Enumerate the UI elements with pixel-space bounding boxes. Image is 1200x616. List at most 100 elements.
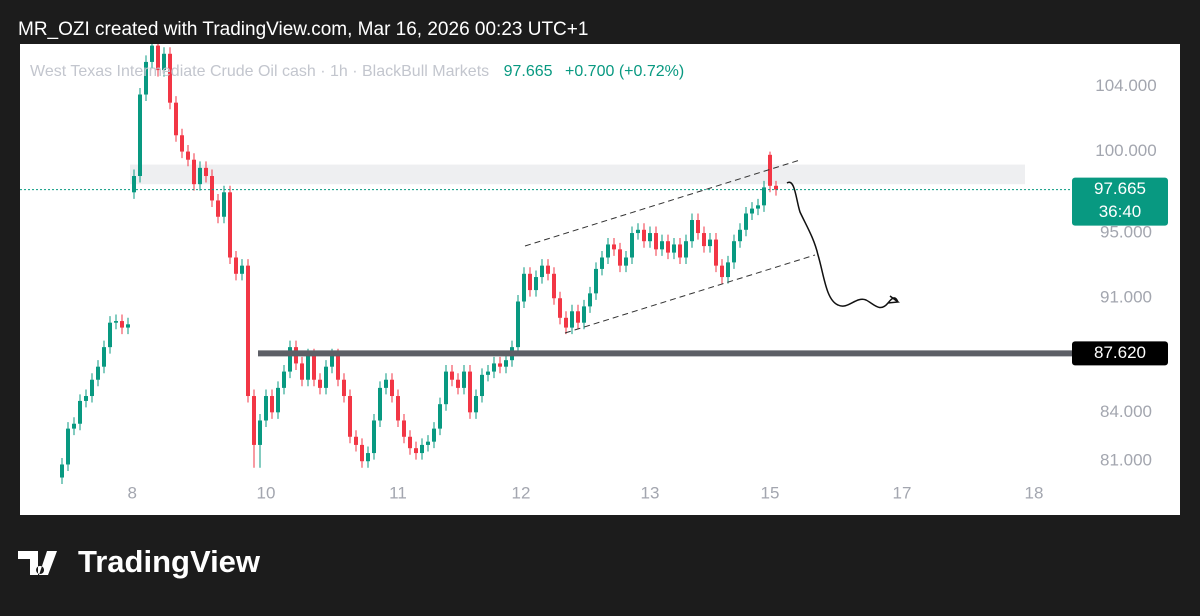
x-tick-label: 10 bbox=[257, 483, 276, 502]
candle-body bbox=[534, 277, 538, 291]
candle-body bbox=[696, 220, 700, 234]
candle-body bbox=[192, 159, 196, 185]
candle-body bbox=[750, 208, 754, 214]
candle-body bbox=[540, 265, 544, 278]
candle-body bbox=[222, 192, 226, 217]
candle-body bbox=[396, 396, 400, 421]
candle-body bbox=[678, 244, 682, 258]
candle-body bbox=[168, 53, 172, 103]
candle-body bbox=[84, 396, 88, 401]
candle-body bbox=[732, 241, 736, 263]
candle-body bbox=[126, 324, 130, 328]
candle-body bbox=[252, 396, 256, 445]
candle-body bbox=[654, 233, 658, 250]
symbol-title: West Texas Intermediate Crude Oil cash ·… bbox=[30, 63, 489, 80]
x-tick-label: 15 bbox=[761, 483, 780, 502]
header-change: +0.700 (+0.72%) bbox=[565, 63, 684, 80]
candle-body bbox=[156, 45, 160, 71]
candle-body bbox=[690, 220, 694, 242]
candle-body bbox=[264, 396, 268, 421]
candle-body bbox=[390, 379, 394, 397]
candle-body bbox=[636, 229, 640, 234]
candle-body bbox=[516, 301, 520, 348]
candle-body bbox=[72, 423, 76, 429]
plot-area bbox=[60, 44, 1025, 485]
candle-body bbox=[630, 233, 634, 258]
candle-body bbox=[66, 428, 70, 465]
candle-body bbox=[408, 436, 412, 449]
candle-body bbox=[498, 363, 502, 367]
x-tick-label: 8 bbox=[127, 483, 136, 502]
candle-body bbox=[582, 306, 586, 323]
candle-body bbox=[144, 61, 148, 95]
brand-name: TradingView bbox=[78, 544, 261, 579]
candle-body bbox=[660, 241, 664, 250]
logo: TradingView bbox=[18, 544, 261, 579]
candle-body bbox=[336, 355, 340, 380]
candle-body bbox=[708, 239, 712, 247]
y-tick-label: 91.000 bbox=[1100, 288, 1152, 307]
candle-body bbox=[672, 244, 676, 253]
candle-body bbox=[600, 257, 604, 269]
candle-body bbox=[402, 420, 406, 437]
candle-body bbox=[150, 45, 154, 62]
candle-body bbox=[606, 244, 610, 258]
candle-body bbox=[720, 265, 724, 278]
bar-countdown: 36:40 bbox=[1099, 202, 1142, 221]
candle-body bbox=[420, 444, 424, 454]
candle-body bbox=[576, 311, 580, 323]
candle-body bbox=[456, 379, 460, 388]
candle-body bbox=[738, 229, 742, 242]
candle-body bbox=[228, 192, 232, 258]
candle-body bbox=[372, 420, 376, 454]
candle-body bbox=[588, 293, 592, 307]
header-price: 97.665 bbox=[504, 63, 553, 80]
candle-body bbox=[450, 371, 454, 380]
candle-body bbox=[240, 265, 244, 274]
x-tick-label: 12 bbox=[512, 483, 531, 502]
candle-body bbox=[282, 371, 286, 388]
candle-body bbox=[684, 241, 688, 258]
candle-body bbox=[102, 347, 106, 367]
candle-body bbox=[474, 396, 478, 413]
candle-body bbox=[108, 322, 112, 348]
candle-body bbox=[666, 241, 670, 253]
candle-body bbox=[426, 441, 430, 445]
candle-body bbox=[492, 363, 496, 372]
candle-body bbox=[528, 273, 532, 291]
candle-body bbox=[330, 355, 334, 367]
candle-body bbox=[210, 176, 214, 201]
candle-body bbox=[546, 265, 550, 274]
price-level-label: 87.620 bbox=[1094, 343, 1146, 362]
candle-body bbox=[324, 366, 328, 388]
candle-body bbox=[624, 257, 628, 266]
chart-panel bbox=[20, 44, 1180, 515]
candle-body bbox=[726, 262, 730, 278]
candle-body bbox=[378, 387, 382, 421]
candle-body bbox=[318, 379, 322, 388]
candle-body bbox=[564, 317, 568, 328]
candle-body bbox=[186, 151, 190, 160]
y-tick-label: 84.000 bbox=[1100, 402, 1152, 421]
candle-body bbox=[120, 321, 124, 328]
candle-body bbox=[756, 205, 760, 209]
candle-body bbox=[642, 229, 646, 242]
projection-sketch bbox=[786, 181, 900, 309]
candle-body bbox=[204, 167, 208, 177]
candle-body bbox=[618, 249, 622, 266]
candle-body bbox=[366, 453, 370, 462]
candle-body bbox=[552, 273, 556, 299]
y-tick-label: 81.000 bbox=[1100, 451, 1152, 470]
candle-body bbox=[702, 233, 706, 247]
candle-body bbox=[504, 360, 508, 367]
candle-body bbox=[258, 420, 262, 445]
candle-body bbox=[762, 187, 766, 206]
candle-body bbox=[444, 371, 448, 405]
candle-body bbox=[432, 428, 436, 442]
y-tick-label: 104.000 bbox=[1095, 76, 1156, 95]
candle-body bbox=[132, 176, 136, 193]
candle-body bbox=[162, 53, 166, 71]
candle-body bbox=[276, 387, 280, 413]
